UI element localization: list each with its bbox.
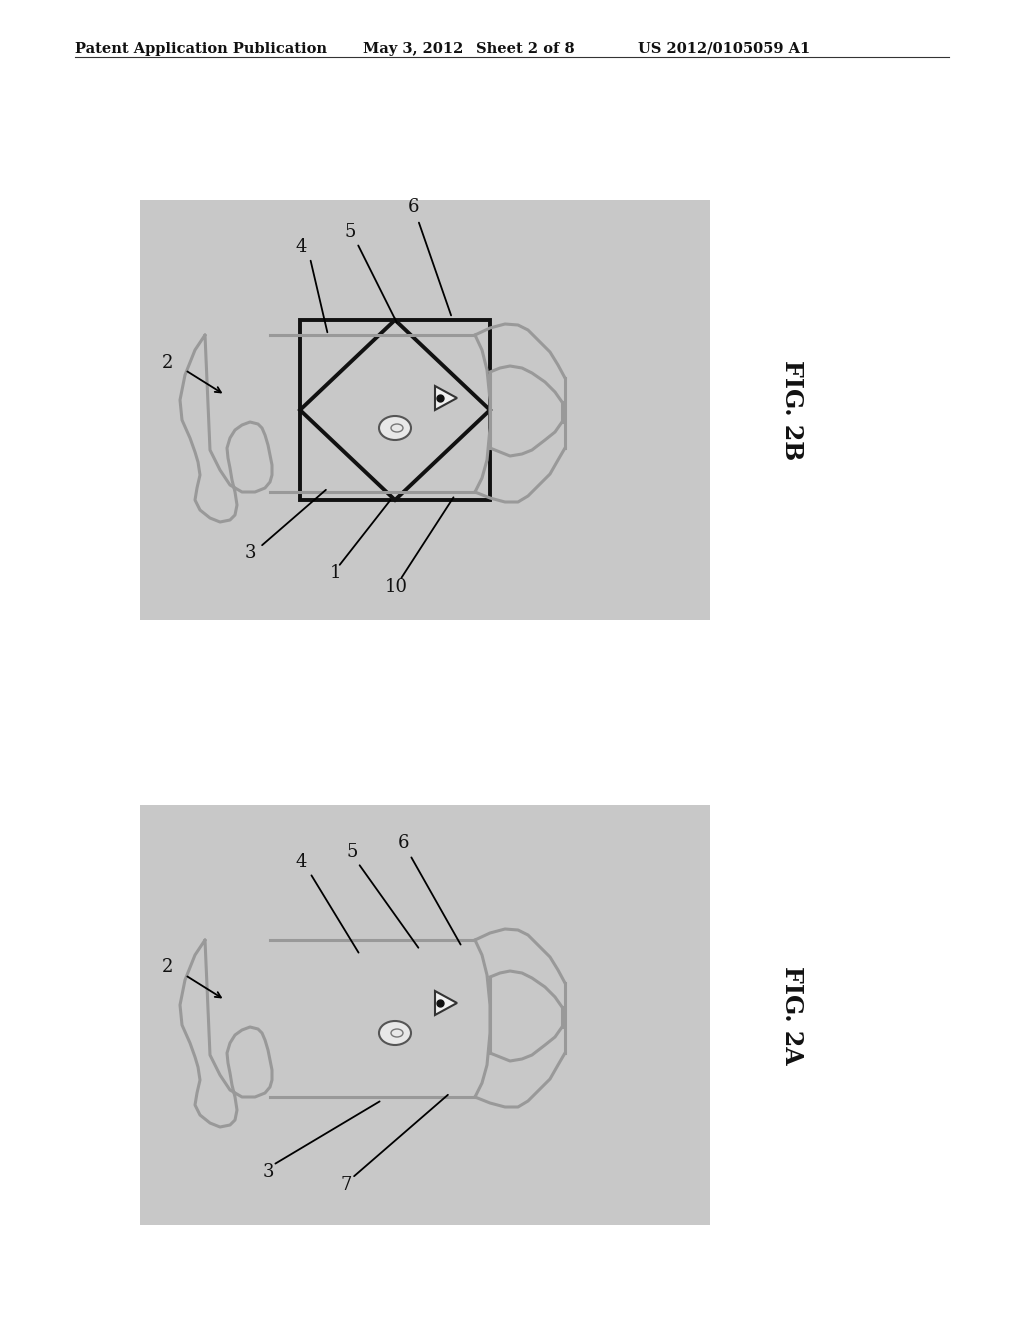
Text: 2: 2 <box>162 354 173 372</box>
Ellipse shape <box>391 424 403 432</box>
Text: 6: 6 <box>408 198 420 216</box>
Text: US 2012/0105059 A1: US 2012/0105059 A1 <box>638 42 810 55</box>
Text: Sheet 2 of 8: Sheet 2 of 8 <box>476 42 574 55</box>
Bar <box>140 805 710 1225</box>
Text: 2: 2 <box>162 958 173 975</box>
Bar <box>300 319 490 500</box>
Bar <box>140 201 710 620</box>
Polygon shape <box>435 991 457 1015</box>
Text: 10: 10 <box>385 578 408 597</box>
Ellipse shape <box>391 1030 403 1038</box>
Text: 3: 3 <box>263 1163 274 1181</box>
Text: 1: 1 <box>330 564 341 582</box>
Text: 4: 4 <box>295 238 306 256</box>
Text: FIG. 2B: FIG. 2B <box>780 360 804 461</box>
Text: 5: 5 <box>346 843 357 861</box>
Text: Patent Application Publication: Patent Application Publication <box>75 42 327 55</box>
Text: 4: 4 <box>296 853 307 871</box>
Ellipse shape <box>379 416 411 440</box>
Text: 3: 3 <box>245 544 256 562</box>
Text: May 3, 2012: May 3, 2012 <box>362 42 464 55</box>
Text: FIG. 2A: FIG. 2A <box>780 966 804 1064</box>
Text: 5: 5 <box>345 223 356 242</box>
Text: 7: 7 <box>340 1176 351 1195</box>
Ellipse shape <box>379 1020 411 1045</box>
Polygon shape <box>435 385 457 411</box>
Text: 6: 6 <box>398 834 410 851</box>
